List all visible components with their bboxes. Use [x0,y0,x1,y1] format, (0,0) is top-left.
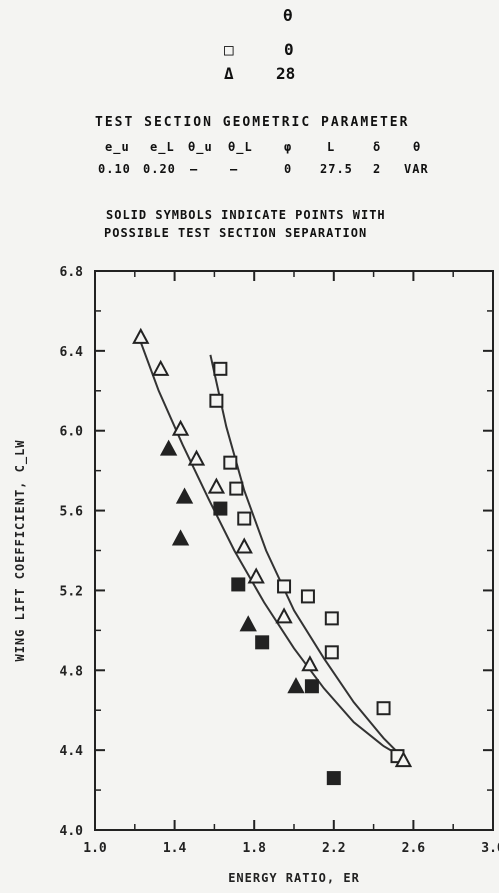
param-value-thu: — [190,162,199,176]
note-line-2: POSSIBLE TEST SECTION SEPARATION [104,226,368,240]
y-tick-label: 5.6 [60,505,84,520]
x-tick-label: 2.2 [322,841,345,856]
parameter-table-title: TEST SECTION GEOMETRIC PARAMETER [95,115,410,130]
legend-triangle-marker: Δ [224,64,234,83]
open-square-point [324,611,339,626]
open-square-point [209,393,224,408]
open-triangle-point [235,537,253,554]
fit-curve-square [209,354,411,765]
y-axis-label: WING LIFT COEFFICIENT, C_LW [13,439,28,661]
x-tick-label: 1.8 [242,841,266,856]
param-header-thu: θ_u [188,140,213,154]
y-tick-label: 6.4 [60,345,84,360]
solid-triangle-point [159,439,178,456]
legend-square-value: 0 [284,40,294,59]
param-header-phi: φ [284,140,293,154]
y-tick-label: 6.8 [60,265,84,280]
legend-square-marker: □ [224,40,234,59]
open-square-point [277,579,292,594]
solid-triangle-point [239,615,257,632]
param-value-delta: 2 [373,162,382,176]
param-value-theta: VAR [404,162,429,176]
open-triangle-point [151,359,170,376]
open-triangle-point [187,449,206,466]
param-value-el: 0.20 [143,162,176,176]
param-header-thl: θ_L [228,140,253,154]
solid-triangle-point [171,529,190,546]
x-axis-label: ENERGY RATIO, ER [228,871,360,885]
param-header-l: L [327,140,336,154]
open-triangle-point [394,751,413,768]
plot-frame [94,270,494,831]
open-triangle-point [171,419,190,436]
solid-square-point [304,679,319,694]
solid-square-point [255,635,270,650]
x-tick-label: 2.6 [402,841,426,856]
param-header-eu: e_u [105,140,130,154]
param-header-delta: δ [373,140,382,154]
solid-square-point [213,501,228,516]
param-value-thl: — [230,162,239,176]
note-line-1: SOLID SYMBOLS INDICATE POINTS WITH [106,208,386,222]
open-square-point [213,361,228,376]
open-square-point [300,589,315,604]
open-triangle-point [207,477,226,494]
x-tick-label: 1.0 [83,841,107,856]
solid-square-point [326,771,341,786]
solid-triangle-point [175,487,194,504]
y-tick-label: 6.0 [60,425,84,440]
param-header-theta: θ [413,140,422,154]
open-square-point [324,645,339,660]
open-square-point [229,481,244,496]
open-triangle-point [275,607,293,624]
y-tick-label: 4.4 [60,744,84,759]
open-triangle-point [132,327,150,344]
legend-header-symbol: θ [283,6,293,25]
param-value-eu: 0.10 [98,162,131,176]
open-square-point [223,455,238,470]
fit-curve-triangle [137,336,408,761]
open-square-point [237,511,252,526]
param-header-el: e_L [150,140,175,154]
open-square-point [376,701,391,716]
solid-square-point [231,577,246,592]
y-tick-label: 4.0 [60,824,84,839]
open-triangle-point [301,655,319,672]
legend-triangle-value: 28 [276,64,296,83]
param-value-phi: 0 [284,162,293,176]
open-triangle-point [247,567,265,584]
y-tick-label: 5.2 [60,584,83,599]
x-tick-label: 3.0 [481,841,499,856]
x-tick-label: 1.4 [163,841,187,856]
y-tick-label: 4.8 [60,664,84,679]
solid-triangle-point [287,677,305,694]
param-value-l: 27.5 [320,162,353,176]
